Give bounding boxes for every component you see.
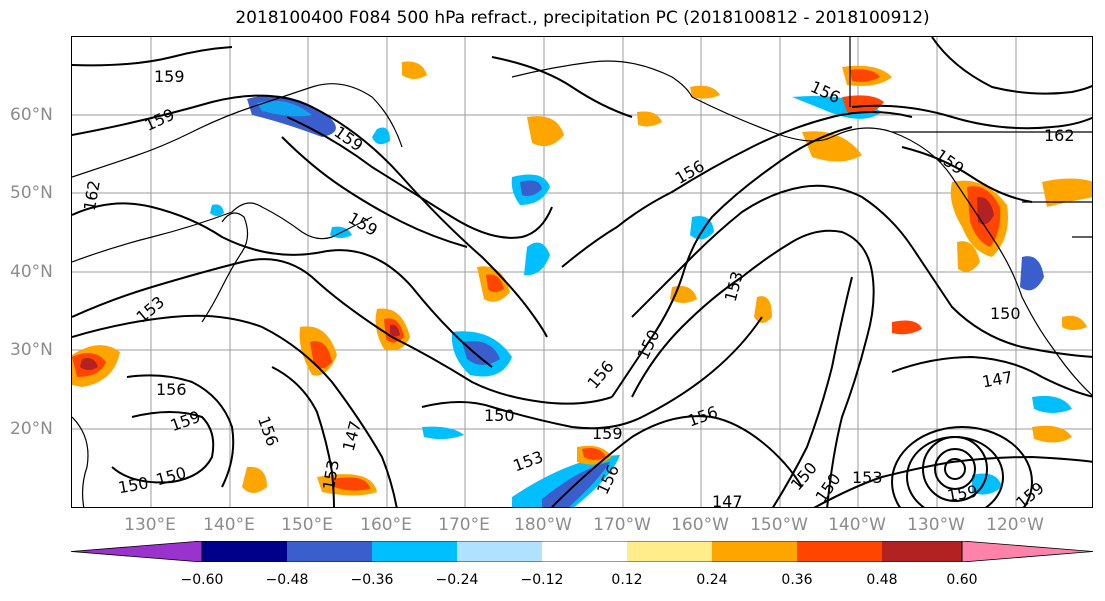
colorbar-bin (797, 541, 882, 562)
colorbar-tick-label: −0.36 (350, 572, 394, 588)
contour-label: 150 (633, 327, 663, 363)
colorbar-bin (627, 541, 712, 562)
colorbar-bin (712, 541, 797, 562)
contour-label: 159 (331, 122, 367, 155)
lat-label-30n: 30°N (10, 340, 53, 360)
contour-label: 153 (852, 468, 883, 487)
contour-label: 156 (584, 357, 618, 393)
coastlines (72, 37, 1092, 507)
lon-label-130e: 130°E (124, 515, 176, 535)
contour-label: 147 (981, 367, 1014, 391)
colorbar-extend-low (71, 541, 203, 562)
colorbar-tick-label: −0.48 (265, 572, 309, 588)
contour-label: 150 (154, 463, 188, 489)
graticule (72, 37, 1092, 507)
lon-label-150e: 150°E (281, 515, 333, 535)
colorbar-bin (372, 541, 457, 562)
colorbar-bin (542, 541, 627, 562)
colorbar-bin (457, 541, 542, 562)
colorbar-tick-label: 0.24 (696, 572, 728, 588)
colorbar-tick-label: 0.36 (781, 572, 813, 588)
lon-label-160e: 160°E (360, 515, 412, 535)
contour-label: 159 (154, 67, 185, 86)
lat-label-20n: 20°N (10, 419, 53, 439)
contour-label: 153 (511, 447, 546, 475)
lon-label-140w: 140°W (828, 515, 886, 535)
lat-label-50n: 50°N (10, 183, 53, 203)
contour-label: 159 (1012, 478, 1048, 508)
colorbar-tick-label: −0.12 (520, 572, 564, 588)
colorbar-bin (287, 541, 372, 562)
contour-label: 150 (484, 406, 515, 425)
contour-label: 162 (80, 179, 104, 212)
lon-label-170e: 170°E (438, 515, 490, 535)
colorbar-extend-high (961, 541, 1093, 562)
colorbar-tick-label: 0.48 (866, 572, 898, 588)
lat-label-40n: 40°N (10, 262, 53, 282)
lon-label-150w: 150°W (750, 515, 808, 535)
contour-label: 147 (712, 492, 743, 508)
contour-label: 150 (990, 304, 1021, 323)
colorbar-tick-label: −0.24 (435, 572, 479, 588)
colorbar-tick-label: 0.12 (611, 572, 643, 588)
colorbar-bin (202, 541, 287, 562)
contour-label: 159 (946, 481, 979, 505)
contour-label: 156 (156, 380, 187, 399)
map-title: 2018100400 F084 500 hPa refract., precip… (235, 8, 930, 28)
lon-label-130w: 130°W (907, 515, 965, 535)
lon-label-170w: 170°W (593, 515, 651, 535)
contour-label: 156 (672, 156, 708, 188)
colorbar-bin (882, 541, 962, 562)
contour-label: 150 (117, 473, 150, 497)
map-panel: 159 159 162 159 159 153 156 159 156 150 … (71, 36, 1093, 508)
contour-label: 147 (339, 419, 365, 453)
refractivity-contours (72, 37, 1092, 507)
contour-label: 156 (254, 413, 282, 448)
lon-label-140e: 140°E (203, 515, 255, 535)
lon-label-160w: 160°W (671, 515, 729, 535)
colorbar-tick-label: −0.60 (180, 572, 224, 588)
colorbar-tick-label: 0.60 (946, 572, 978, 588)
contour-label: 162 (1044, 126, 1075, 145)
contour-labels: 159 159 162 159 159 153 156 159 156 150 … (80, 67, 1075, 508)
contour-label: 159 (142, 105, 178, 135)
contour-label: 153 (721, 269, 747, 303)
contour-label: 159 (592, 424, 623, 443)
lon-label-180w: 180°W (514, 515, 572, 535)
map-svg: 159 159 162 159 159 153 156 159 156 150 … (72, 37, 1092, 508)
contour-label: 156 (685, 402, 720, 430)
colorbar (71, 541, 1093, 562)
lat-label-60n: 60°N (10, 105, 53, 125)
lon-label-120w: 120°W (986, 515, 1044, 535)
